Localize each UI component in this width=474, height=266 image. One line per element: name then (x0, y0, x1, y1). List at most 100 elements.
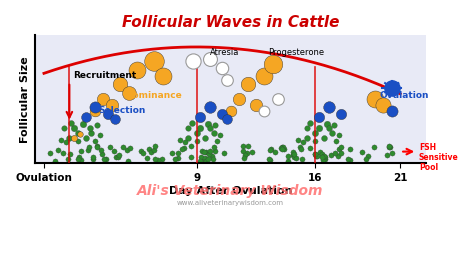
Point (299, 157, 306, 161)
Point (62, 140, 70, 144)
Point (243, 151, 251, 155)
Point (267, 147, 275, 151)
Point (328, 131, 336, 135)
Point (102, 157, 110, 161)
Point (205, 122, 212, 126)
Point (140, 150, 147, 155)
Point (85, 145, 93, 149)
Point (266, 148, 273, 152)
Point (124, 159, 131, 163)
Point (289, 150, 297, 154)
Point (266, 157, 274, 162)
Text: Ali's Veterinary Wisdom: Ali's Veterinary Wisdom (137, 184, 324, 198)
Point (206, 126, 214, 131)
Point (91, 109, 99, 113)
Point (300, 140, 307, 144)
Point (213, 139, 221, 143)
Point (176, 138, 183, 142)
Point (320, 154, 328, 158)
Point (198, 155, 205, 159)
Point (346, 147, 354, 151)
Point (65, 135, 73, 140)
Point (184, 135, 192, 140)
Y-axis label: Follicular Size: Follicular Size (20, 56, 30, 143)
Point (362, 157, 370, 161)
Point (93, 145, 100, 149)
Point (217, 133, 224, 138)
Point (84, 147, 91, 152)
Point (66, 151, 73, 156)
Point (279, 145, 287, 149)
Point (96, 133, 104, 138)
Point (77, 158, 84, 163)
Point (125, 91, 133, 95)
Point (290, 152, 297, 157)
Point (346, 157, 354, 162)
Text: Selection: Selection (98, 106, 146, 115)
Point (188, 155, 195, 159)
Point (218, 112, 226, 117)
Point (311, 152, 319, 156)
Point (171, 157, 179, 161)
Point (325, 126, 333, 131)
Point (105, 112, 112, 117)
Point (218, 66, 226, 70)
Point (388, 86, 395, 90)
Point (201, 135, 209, 140)
Point (82, 115, 90, 119)
Point (359, 150, 366, 154)
Point (74, 131, 82, 135)
Point (202, 158, 210, 163)
Point (98, 152, 106, 156)
Point (320, 135, 328, 140)
Point (211, 149, 219, 153)
Point (57, 138, 64, 142)
Text: Progesterone: Progesterone (268, 48, 324, 57)
Point (331, 151, 338, 155)
Point (345, 157, 352, 161)
X-axis label: Day After Ovulation: Day After Ovulation (169, 186, 292, 196)
Point (269, 62, 277, 66)
Point (64, 156, 72, 161)
Point (271, 150, 278, 154)
Point (190, 59, 197, 63)
Point (178, 147, 185, 151)
Point (100, 97, 107, 101)
Text: Dominance: Dominance (125, 91, 182, 100)
Point (59, 151, 66, 155)
Point (93, 123, 100, 127)
Point (330, 123, 338, 127)
Point (311, 151, 319, 156)
Point (93, 144, 100, 149)
Point (55, 147, 62, 152)
Point (241, 153, 248, 157)
Text: Ovulation: Ovulation (380, 91, 429, 100)
Point (174, 156, 182, 160)
Point (379, 103, 387, 107)
Point (206, 56, 214, 61)
Point (88, 131, 95, 135)
Point (261, 109, 268, 113)
Point (71, 126, 78, 131)
Point (278, 145, 286, 149)
Point (297, 147, 305, 151)
Point (196, 159, 204, 163)
Point (337, 145, 345, 149)
Point (239, 149, 246, 153)
Point (199, 149, 206, 153)
Point (323, 122, 331, 126)
Point (319, 158, 327, 162)
Point (147, 150, 155, 154)
Point (337, 112, 345, 117)
Point (385, 144, 393, 149)
Point (169, 151, 176, 156)
Point (108, 103, 116, 107)
Point (86, 126, 93, 131)
Point (328, 153, 335, 157)
Point (126, 146, 134, 151)
Point (97, 148, 105, 152)
Point (325, 105, 333, 110)
Point (252, 103, 260, 107)
Point (158, 157, 166, 161)
Point (196, 115, 204, 119)
